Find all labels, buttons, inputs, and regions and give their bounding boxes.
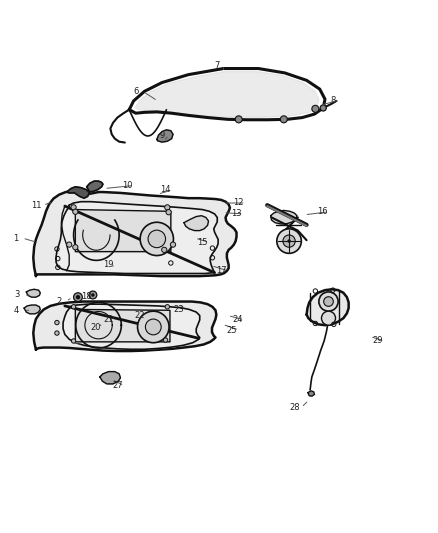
Circle shape bbox=[280, 116, 287, 123]
Polygon shape bbox=[75, 310, 170, 342]
Circle shape bbox=[91, 293, 95, 297]
Polygon shape bbox=[56, 201, 218, 273]
Circle shape bbox=[170, 242, 176, 247]
Polygon shape bbox=[87, 181, 103, 192]
Circle shape bbox=[320, 105, 326, 111]
Circle shape bbox=[312, 106, 319, 112]
Circle shape bbox=[55, 331, 59, 335]
Text: 25: 25 bbox=[227, 326, 237, 335]
Circle shape bbox=[165, 205, 170, 210]
Circle shape bbox=[67, 242, 72, 247]
Text: 28: 28 bbox=[289, 403, 300, 412]
Circle shape bbox=[89, 291, 97, 299]
Polygon shape bbox=[24, 305, 40, 314]
Text: 15: 15 bbox=[197, 238, 208, 247]
Circle shape bbox=[283, 235, 295, 247]
Circle shape bbox=[319, 292, 338, 311]
Circle shape bbox=[277, 229, 301, 253]
Text: 19: 19 bbox=[103, 260, 114, 269]
Text: 18: 18 bbox=[81, 292, 92, 301]
Polygon shape bbox=[157, 130, 173, 142]
Polygon shape bbox=[33, 191, 237, 276]
Circle shape bbox=[287, 239, 291, 243]
Polygon shape bbox=[75, 209, 171, 252]
Text: 12: 12 bbox=[233, 198, 244, 207]
Circle shape bbox=[76, 295, 80, 300]
Circle shape bbox=[163, 338, 168, 342]
Circle shape bbox=[148, 230, 166, 248]
Text: 9: 9 bbox=[159, 131, 165, 140]
Text: 29: 29 bbox=[372, 336, 383, 345]
Circle shape bbox=[166, 209, 171, 215]
Circle shape bbox=[321, 311, 336, 325]
Circle shape bbox=[73, 209, 78, 214]
Polygon shape bbox=[271, 211, 297, 224]
Text: 7: 7 bbox=[214, 61, 219, 69]
Circle shape bbox=[71, 304, 76, 309]
Circle shape bbox=[145, 319, 161, 335]
Polygon shape bbox=[308, 391, 314, 396]
Text: 21: 21 bbox=[103, 316, 114, 325]
Circle shape bbox=[235, 116, 242, 123]
Text: 8: 8 bbox=[330, 95, 336, 104]
Text: 1: 1 bbox=[13, 233, 18, 243]
Text: 23: 23 bbox=[173, 305, 184, 314]
Polygon shape bbox=[33, 302, 216, 351]
Text: 13: 13 bbox=[231, 209, 242, 219]
Circle shape bbox=[71, 339, 76, 343]
Text: 24: 24 bbox=[232, 316, 243, 325]
Text: 27: 27 bbox=[112, 381, 123, 390]
Text: 20: 20 bbox=[90, 324, 101, 332]
Text: 3: 3 bbox=[14, 290, 19, 300]
Polygon shape bbox=[307, 289, 349, 325]
Text: 10: 10 bbox=[122, 181, 132, 190]
Circle shape bbox=[74, 293, 82, 302]
Circle shape bbox=[71, 205, 76, 210]
Polygon shape bbox=[26, 289, 40, 297]
Text: 14: 14 bbox=[160, 185, 171, 195]
Text: 4: 4 bbox=[14, 306, 19, 315]
Circle shape bbox=[324, 297, 333, 306]
Polygon shape bbox=[63, 304, 200, 349]
Circle shape bbox=[140, 222, 173, 255]
Text: 17: 17 bbox=[216, 266, 226, 276]
Circle shape bbox=[138, 311, 169, 343]
Text: 11: 11 bbox=[31, 201, 41, 209]
Polygon shape bbox=[184, 216, 208, 231]
Text: 2: 2 bbox=[57, 297, 62, 306]
Polygon shape bbox=[67, 187, 89, 198]
Circle shape bbox=[162, 247, 167, 253]
Polygon shape bbox=[100, 372, 120, 384]
Text: 6: 6 bbox=[133, 87, 138, 96]
Text: 22: 22 bbox=[134, 311, 145, 320]
Polygon shape bbox=[135, 71, 319, 117]
Text: 16: 16 bbox=[317, 207, 327, 216]
Circle shape bbox=[73, 245, 78, 250]
Circle shape bbox=[55, 320, 59, 325]
Circle shape bbox=[165, 304, 170, 309]
